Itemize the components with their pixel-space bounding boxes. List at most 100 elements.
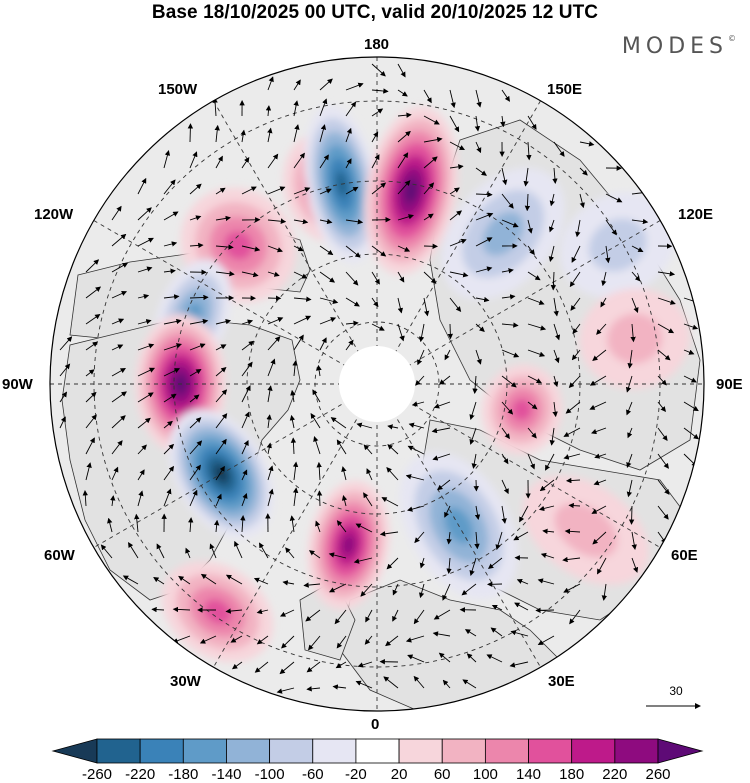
lon-label-150e: 150E xyxy=(547,81,583,98)
wind-vector xyxy=(475,323,485,333)
wind-vector xyxy=(419,557,425,569)
wind-vector xyxy=(605,245,611,264)
wind-vector xyxy=(137,266,153,273)
wind-vector xyxy=(381,497,399,507)
wind-vector xyxy=(267,271,280,277)
wind-vector xyxy=(471,453,477,469)
wind-vector xyxy=(449,164,464,170)
wind-vector xyxy=(371,271,380,285)
wind-vector xyxy=(683,401,699,412)
wind-vector xyxy=(282,580,295,586)
colorbar-tick-label: -100 xyxy=(254,766,285,783)
wind-vector xyxy=(111,466,119,481)
colorbar-swatch xyxy=(269,738,314,764)
wind-vector xyxy=(345,219,364,225)
colorbar-tick-label: -20 xyxy=(345,766,367,783)
wind-vector xyxy=(293,100,299,117)
wind-vector xyxy=(241,340,255,351)
wind-vector xyxy=(449,187,460,195)
wind-vector xyxy=(313,436,321,455)
wind-vector xyxy=(59,336,73,351)
wind-vector xyxy=(241,361,253,377)
wind-vector xyxy=(267,385,273,403)
wind-vector xyxy=(371,182,387,195)
wind-vector xyxy=(469,427,477,445)
wind-vector xyxy=(628,505,635,525)
wind-vector xyxy=(527,245,535,256)
wind-vector xyxy=(501,479,509,495)
wind-vector xyxy=(475,191,493,198)
wind-vector xyxy=(501,294,516,300)
wind-vector xyxy=(657,427,668,442)
wind-vector xyxy=(107,517,113,533)
wind-vector xyxy=(501,453,509,465)
wind-vector xyxy=(437,479,451,491)
wind-vector xyxy=(240,515,246,533)
lon-label-30e: 30E xyxy=(548,673,575,690)
wind-vector xyxy=(418,583,425,599)
wind-vector xyxy=(542,528,555,534)
wind-vector xyxy=(449,89,456,109)
wind-vector xyxy=(163,179,176,195)
wind-vector xyxy=(371,297,379,308)
wind-vector xyxy=(438,652,451,663)
wind-vector xyxy=(189,464,201,481)
wind-vector xyxy=(509,661,529,668)
wind-vector xyxy=(563,453,581,460)
wind-vector xyxy=(215,413,228,429)
wind-vector xyxy=(267,218,287,224)
wind-vector xyxy=(241,492,248,507)
wind-vector xyxy=(527,401,538,410)
wind-vector xyxy=(330,417,347,429)
wind-vector xyxy=(475,167,487,176)
wind-vector xyxy=(596,323,607,335)
wind-vector xyxy=(414,531,425,544)
wind-vector xyxy=(527,271,541,281)
wind-vector xyxy=(589,375,607,386)
wind-vector xyxy=(397,245,411,252)
lon-label-180: 180 xyxy=(364,36,390,53)
wind-vector xyxy=(563,427,581,437)
wind-vector xyxy=(163,294,180,300)
wind-vector xyxy=(601,583,608,601)
wind-vector xyxy=(290,437,297,455)
wind-vector xyxy=(631,531,637,550)
wind-vector xyxy=(579,193,585,209)
wind-vector xyxy=(189,417,202,429)
wind-vector xyxy=(601,271,607,287)
wind-vector xyxy=(407,445,425,455)
colorbar-swatch xyxy=(182,738,227,764)
wind-vector xyxy=(111,368,126,377)
wind-vector xyxy=(334,609,347,625)
wind-vector xyxy=(215,493,222,507)
wind-vector xyxy=(328,583,347,593)
lon-label-120w: 120W xyxy=(34,206,74,223)
wind-vector xyxy=(163,241,178,247)
wind-vector xyxy=(405,474,425,481)
wind-vector xyxy=(215,438,227,455)
wind-vector xyxy=(371,88,389,94)
wind-vector xyxy=(527,349,546,357)
wind-vector xyxy=(267,76,274,91)
wind-vector xyxy=(552,401,558,418)
wind-vector xyxy=(446,557,452,574)
wind-vector xyxy=(516,578,529,585)
wind-vector xyxy=(423,182,435,195)
wind-vector xyxy=(501,322,519,328)
wind-vector xyxy=(345,82,364,91)
wind-vector xyxy=(85,391,97,403)
wind-vector xyxy=(241,186,257,195)
wind-vector xyxy=(564,528,581,535)
wind-vector xyxy=(569,271,581,288)
wind-vector xyxy=(189,394,200,403)
wind-vector xyxy=(446,531,452,545)
wind-vector xyxy=(407,654,425,663)
wind-vector xyxy=(371,323,385,331)
wind-vector xyxy=(442,583,451,601)
wind-vector xyxy=(319,337,327,351)
wind-vector xyxy=(137,319,152,325)
wind-vector xyxy=(319,317,337,325)
wind-vector xyxy=(413,675,425,689)
wind-vector xyxy=(527,453,535,470)
wind-vector xyxy=(552,167,558,184)
